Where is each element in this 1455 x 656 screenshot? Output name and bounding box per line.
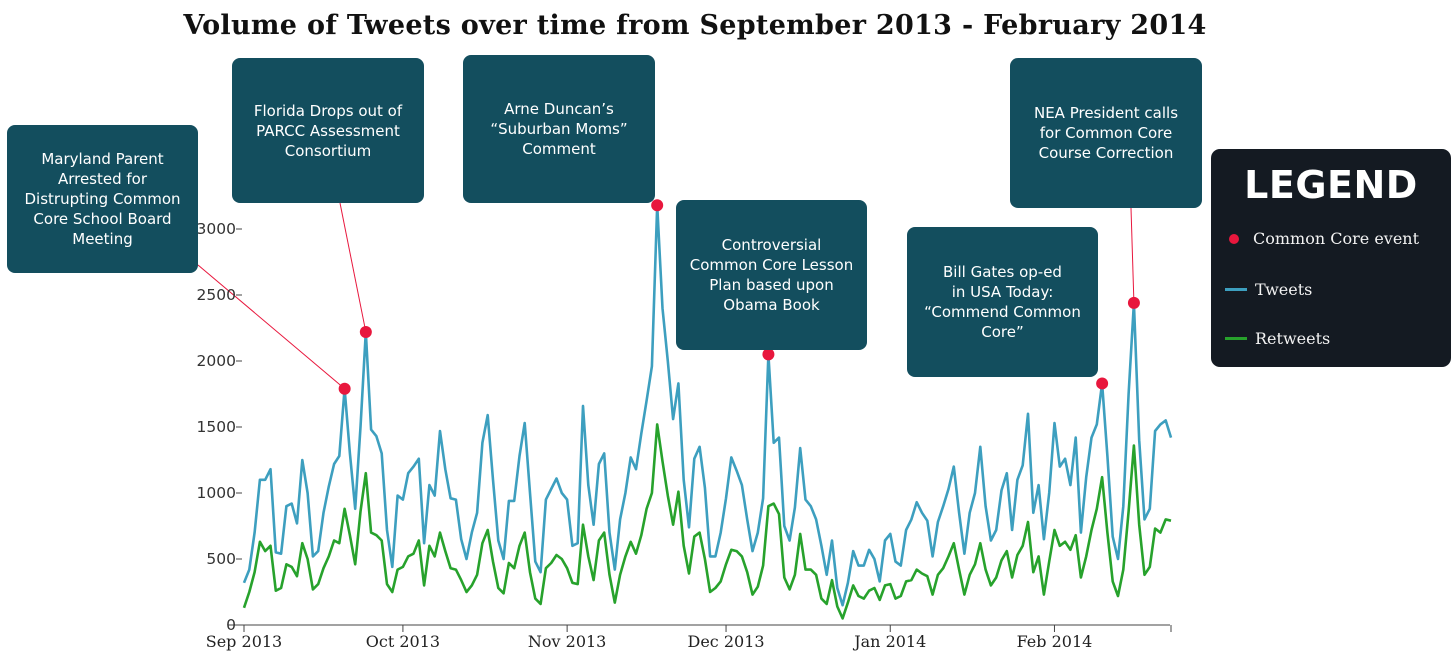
legend-title: LEGEND (1244, 163, 1418, 207)
callout-lesson-plan: Controversial Common Core Lesson Plan ba… (676, 200, 867, 350)
x-tick-label: Dec 2013 (688, 632, 765, 651)
callout-connector (1130, 207, 1135, 303)
x-tick-label: Nov 2013 (528, 632, 606, 651)
event-marker (651, 199, 664, 212)
event-dot-icon (1229, 233, 1239, 244)
y-tick-label: 3000 (197, 220, 236, 238)
retweets-line-icon (1225, 337, 1247, 340)
y-axis-ticks: 0 500 1000 1500 2000 2500 3000 (197, 220, 242, 634)
callout-connector (339, 202, 367, 333)
legend-item-label: Tweets (1255, 280, 1313, 299)
legend-item-label: Common Core event (1253, 229, 1420, 248)
x-tick-label: Sep 2013 (206, 632, 282, 651)
y-tick-label: 0 (226, 616, 236, 634)
y-tick-label: 2500 (197, 286, 236, 304)
y-tick-label: 1000 (197, 484, 236, 502)
callout-arne-duncan: Arne Duncan’s “Suburban Moms” Comment (463, 55, 655, 203)
legend: LEGEND Common Core event Tweets Retweets (1211, 149, 1451, 367)
callout-florida-parcc: Florida Drops out of PARCC Assessment Co… (232, 58, 424, 203)
legend-item-tweets: Tweets (1225, 280, 1312, 299)
callout-bill-gates: Bill Gates op-ed in USA Today: “Commend … (907, 227, 1098, 377)
chart-title: Volume of Tweets over time from Septembe… (183, 10, 1207, 41)
y-tick-label: 2000 (197, 352, 236, 370)
tweets-line-icon (1225, 288, 1247, 291)
y-tick-label: 1500 (197, 418, 236, 436)
event-marker (762, 348, 775, 361)
legend-item-retweets: Retweets (1225, 329, 1330, 348)
x-tick-label: Jan 2014 (852, 632, 926, 651)
callout-connector (197, 264, 345, 390)
event-marker (359, 325, 372, 338)
callout-maryland-parent: Maryland Parent Arrested for Distrupting… (7, 125, 198, 273)
event-marker (1096, 377, 1109, 390)
callout-nea-president: NEA President calls for Common Core Cour… (1010, 58, 1202, 208)
series-lines (242, 203, 1173, 620)
callout-connectors (197, 202, 1135, 390)
event-markers (338, 199, 1140, 395)
series-line-retweets (242, 423, 1172, 620)
x-axis-ticks: Sep 2013 Oct 2013 Nov 2013 Dec 2013 Jan 2014… (206, 625, 1172, 651)
legend-item-event: Common Core event (1225, 229, 1419, 248)
y-tick-label: 500 (206, 550, 236, 568)
series-line-tweets (242, 203, 1173, 607)
x-tick-label: Oct 2013 (366, 632, 440, 651)
x-tick-label: Feb 2014 (1017, 632, 1093, 651)
event-marker (1127, 296, 1140, 309)
legend-item-label: Retweets (1255, 329, 1331, 348)
event-marker (338, 382, 351, 395)
